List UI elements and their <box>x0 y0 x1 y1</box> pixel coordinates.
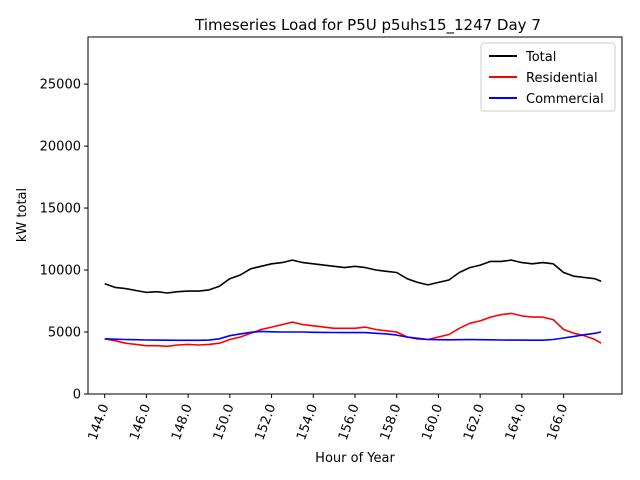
series-line-commercial <box>104 330 602 342</box>
y-tick-label: 25000 <box>40 78 81 93</box>
legend-label-total: Total <box>525 50 556 65</box>
x-axis-label: Hour of Year <box>315 451 395 466</box>
chart-title: Timeseries Load for P5U p5uhs15_1247 Day… <box>194 16 541 35</box>
series-line-total <box>104 259 602 294</box>
series-layer <box>104 259 602 348</box>
y-axis-label: kW total <box>15 188 30 242</box>
legend-label-commercial: Commercial <box>526 92 604 107</box>
y-tick-label: 0 <box>73 388 81 403</box>
y-axis-ticks: 0 5000 10000 15000 20000 25000 <box>40 78 88 403</box>
y-tick-label: 15000 <box>40 202 81 217</box>
legend-label-residential: Residential <box>526 71 598 86</box>
y-tick-label: 20000 <box>40 140 81 155</box>
legend: Total Residential Commercial <box>480 42 616 112</box>
series-line-residential <box>104 312 602 348</box>
legend-box <box>480 42 616 112</box>
y-tick-label: 10000 <box>40 264 81 279</box>
y-tick-label: 5000 <box>48 326 81 341</box>
